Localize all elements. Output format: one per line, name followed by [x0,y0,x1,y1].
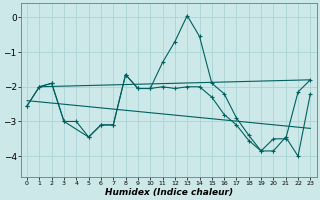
X-axis label: Humidex (Indice chaleur): Humidex (Indice chaleur) [105,188,233,197]
